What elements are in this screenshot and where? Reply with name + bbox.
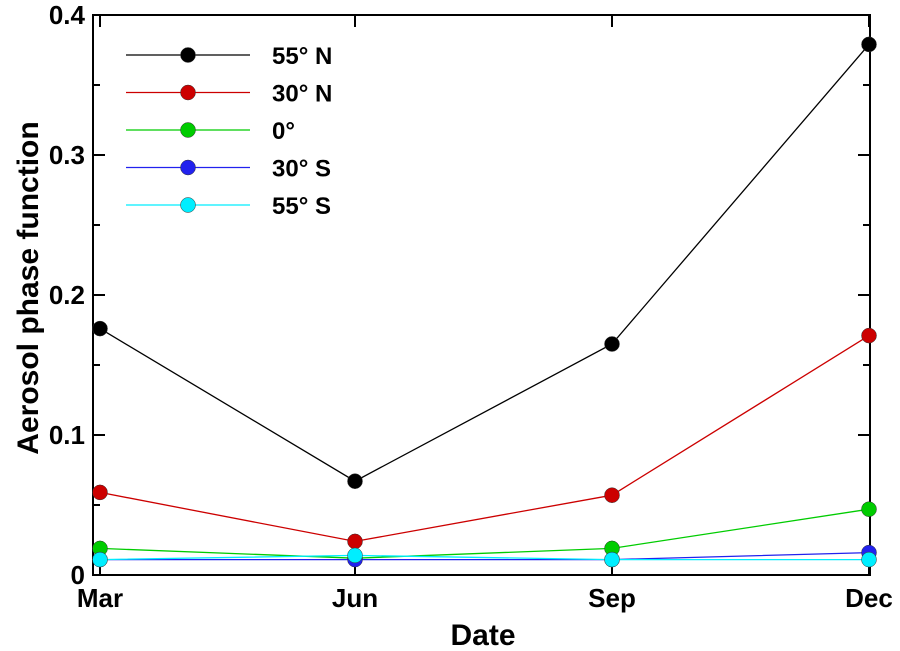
series-line bbox=[99, 335, 870, 543]
data-point bbox=[347, 533, 363, 550]
data-point bbox=[604, 336, 620, 352]
x-axis-title: Date bbox=[450, 619, 515, 651]
data-point bbox=[861, 327, 877, 344]
data-point bbox=[92, 551, 108, 568]
y-axis-ticks: 0 0.1 0.2 0.3 0.4 bbox=[49, 0, 870, 590]
legend-marker bbox=[180, 47, 196, 63]
legend-marker bbox=[180, 84, 196, 101]
y-axis-title: Aerosol phase function bbox=[12, 121, 45, 454]
data-point bbox=[861, 36, 877, 53]
legend-label: 30° S bbox=[272, 156, 331, 183]
y-tick-label: 0.1 bbox=[49, 420, 85, 450]
data-point bbox=[861, 551, 877, 568]
series-layer bbox=[92, 36, 877, 568]
legend: 55° N 30° N 0° 30° S 55° S bbox=[126, 43, 332, 220]
x-tick-label: Dec bbox=[845, 583, 893, 613]
y-tick-label: 0.3 bbox=[49, 140, 85, 170]
legend-marker bbox=[180, 197, 196, 213]
legend-marker bbox=[180, 159, 196, 176]
series-line bbox=[99, 43, 870, 482]
data-point bbox=[347, 473, 363, 489]
y-tick-label: 0.4 bbox=[49, 0, 86, 30]
plot-frame bbox=[92, 14, 871, 576]
data-point bbox=[92, 320, 108, 337]
series-line bbox=[99, 508, 870, 559]
x-tick-label: Mar bbox=[77, 583, 123, 613]
legend-label: 55° N bbox=[272, 43, 332, 70]
x-tick-label: Sep bbox=[588, 583, 636, 613]
series-line bbox=[100, 551, 870, 561]
y-tick-label: 0 bbox=[71, 560, 85, 590]
legend-label: 30° N bbox=[272, 81, 332, 108]
x-axis-ticks: Mar Jun Sep Dec bbox=[77, 15, 893, 613]
data-point bbox=[604, 487, 620, 503]
data-point bbox=[604, 551, 620, 568]
legend-label: 55° S bbox=[272, 193, 331, 220]
series-line bbox=[99, 554, 869, 561]
y-tick-label: 0.2 bbox=[49, 280, 85, 310]
x-tick-label: Jun bbox=[332, 583, 378, 613]
data-point bbox=[92, 484, 108, 501]
data-point bbox=[861, 501, 877, 517]
data-point bbox=[347, 547, 363, 564]
legend-label: 0° bbox=[272, 118, 295, 145]
legend-marker bbox=[180, 122, 196, 138]
